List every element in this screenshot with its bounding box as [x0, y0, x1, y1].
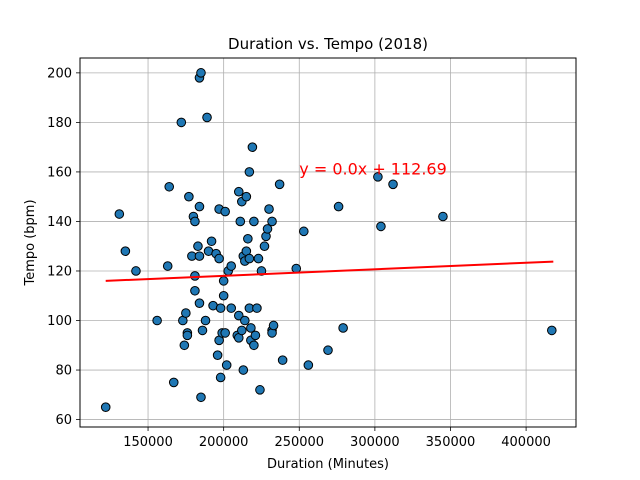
- data-point: [241, 191, 252, 202]
- y-tick-label: 180: [47, 116, 72, 131]
- y-tick-label: 80: [55, 364, 72, 379]
- data-point: [218, 276, 229, 286]
- data-point: [267, 216, 277, 227]
- x-tick-label: 250000: [274, 435, 324, 450]
- x-tick-label: 150000: [123, 435, 173, 450]
- data-point: [197, 325, 208, 336]
- data-point: [243, 233, 253, 244]
- x-tick-label: 200000: [199, 435, 249, 450]
- data-point: [233, 186, 244, 197]
- data-point: [100, 402, 111, 412]
- data-point: [333, 201, 344, 212]
- data-point: [247, 142, 258, 152]
- data-point: [373, 172, 383, 182]
- data-point: [114, 209, 125, 219]
- regression-equation: y = 0.0x + 112.69: [299, 159, 447, 178]
- data-point: [164, 181, 175, 192]
- data-point: [250, 330, 261, 341]
- data-point: [182, 330, 193, 341]
- data-point: [277, 355, 288, 365]
- data-point: [274, 179, 285, 190]
- regression-line-group: [105, 260, 554, 282]
- data-point: [268, 320, 279, 331]
- data-point: [179, 340, 190, 351]
- data-point: [162, 261, 173, 271]
- data-point: [220, 328, 230, 338]
- data-point: [200, 315, 211, 326]
- data-point: [376, 221, 386, 232]
- data-point: [244, 253, 255, 264]
- data-point: [338, 323, 348, 333]
- data-points: [100, 68, 557, 412]
- x-axis-label: Duration (Minutes): [267, 457, 389, 472]
- data-point: [388, 179, 398, 190]
- data-point: [221, 360, 232, 370]
- data-point: [193, 241, 203, 252]
- data-point: [196, 68, 206, 78]
- y-tick-label: 160: [47, 165, 72, 180]
- data-point: [240, 315, 250, 326]
- data-point: [226, 303, 237, 313]
- data-point: [196, 392, 206, 403]
- chart-title: Duration vs. Tempo (2018): [228, 35, 428, 53]
- data-point: [249, 216, 259, 227]
- data-point: [238, 365, 249, 375]
- data-point: [214, 253, 224, 264]
- data-point: [176, 117, 187, 128]
- data-point: [184, 191, 194, 202]
- data-point: [323, 345, 333, 356]
- x-tick-label: 350000: [426, 435, 476, 450]
- data-point: [233, 310, 244, 321]
- x-tick-label: 300000: [350, 435, 400, 450]
- y-tick-label: 200: [47, 66, 72, 81]
- data-point: [168, 377, 179, 388]
- data-point: [547, 325, 557, 336]
- data-point: [255, 385, 265, 395]
- regression-line: [105, 260, 554, 282]
- data-point: [291, 263, 302, 274]
- y-tick-label: 100: [47, 314, 72, 329]
- data-point: [131, 266, 141, 276]
- data-point: [438, 211, 448, 222]
- data-point: [244, 167, 255, 177]
- data-point: [246, 323, 256, 333]
- data-point: [253, 253, 264, 264]
- data-point: [181, 308, 191, 318]
- data-point: [252, 303, 262, 313]
- data-point: [299, 226, 309, 237]
- data-point: [206, 236, 217, 247]
- x-tick-label: 400000: [501, 435, 551, 450]
- data-point: [220, 206, 230, 217]
- data-point: [249, 340, 259, 351]
- data-point: [235, 216, 246, 227]
- data-point: [215, 372, 226, 383]
- y-tick-label: 140: [47, 215, 72, 230]
- data-point: [237, 325, 247, 336]
- y-tick-label: 60: [55, 413, 72, 428]
- grid-lines: [80, 58, 576, 427]
- data-point: [262, 224, 273, 234]
- data-point: [212, 350, 223, 360]
- data-point: [264, 204, 274, 214]
- data-point: [259, 241, 270, 252]
- data-point: [218, 290, 229, 301]
- data-point: [190, 216, 200, 227]
- axis-ticks: 150000 200000 250000 300000 350000 400000 60 80…: [47, 66, 551, 450]
- data-point: [120, 246, 131, 256]
- data-point: [152, 315, 162, 326]
- data-point: [194, 201, 205, 212]
- data-point: [190, 285, 200, 296]
- y-axis-label: Tempo (bpm): [23, 199, 38, 286]
- data-point: [303, 360, 314, 370]
- data-point: [194, 298, 205, 308]
- data-point: [215, 303, 226, 313]
- plot-frame: [79, 57, 577, 428]
- data-point: [202, 112, 212, 123]
- data-point: [226, 261, 237, 271]
- y-tick-label: 120: [47, 264, 72, 279]
- data-point: [194, 251, 205, 261]
